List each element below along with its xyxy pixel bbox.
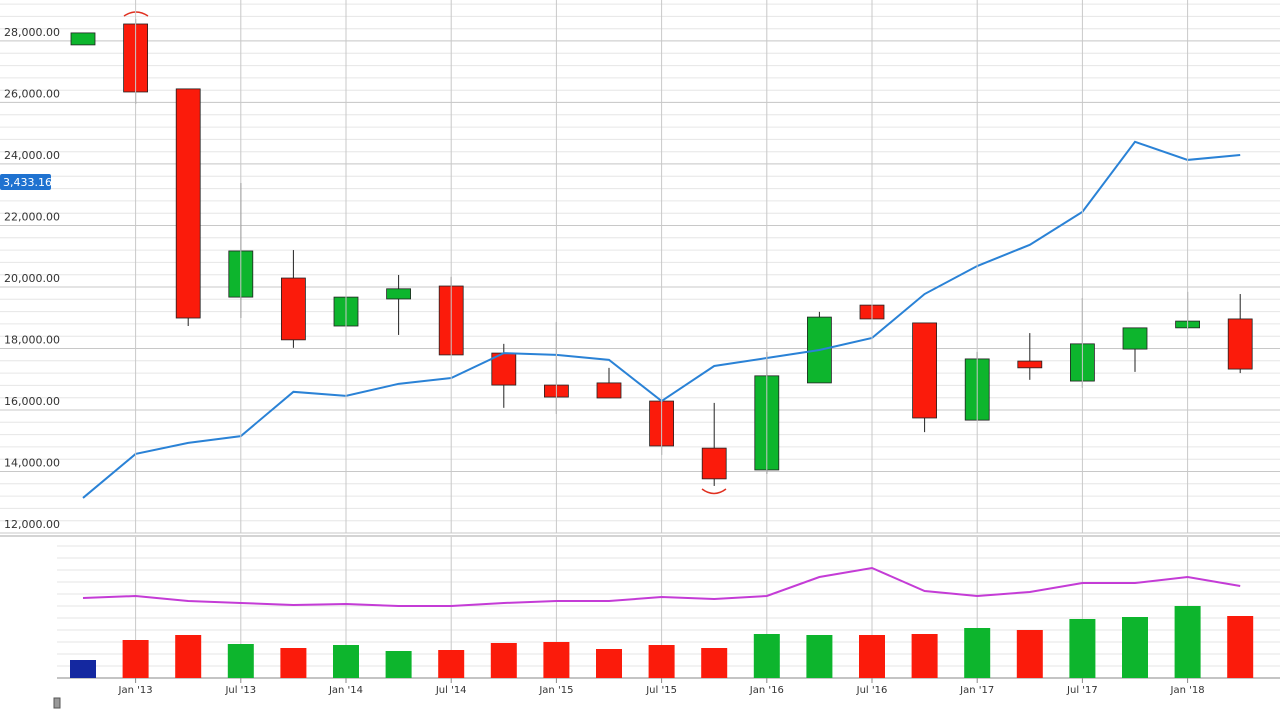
volume-bar: [490, 643, 517, 678]
volume-bar: [806, 635, 833, 678]
volume-bar: [596, 649, 622, 678]
y-tick-label: 26,000.00: [4, 87, 60, 100]
candle-body: [1122, 327, 1148, 350]
volume-bar: [543, 642, 570, 678]
volume-bar: [648, 645, 675, 678]
x-tick-label: Jan '18: [1170, 685, 1205, 696]
volume-bar: [1174, 606, 1201, 678]
x-tick-label: Jul '14: [435, 685, 467, 696]
x-tick-label: Jul '16: [856, 685, 888, 696]
volume-bar: [1227, 616, 1254, 678]
candle-body: [1017, 360, 1043, 369]
candle-body: [701, 447, 727, 480]
y-tick-label: 24,000.00: [4, 149, 60, 162]
y-tick-label: 12,000.00: [4, 518, 60, 531]
x-tick-label: Jul '17: [1066, 685, 1098, 696]
scroll-handle[interactable]: [53, 697, 61, 709]
x-tick-label: Jul '13: [224, 685, 256, 696]
volume-bar: [701, 648, 728, 678]
price-tag-label: 3,433.16: [3, 176, 52, 189]
volume-bar: [911, 634, 938, 678]
x-tick-label: Jan '16: [749, 685, 784, 696]
x-tick-label: Jan '17: [959, 685, 994, 696]
y-tick-label: 22,000.00: [4, 210, 60, 223]
x-tick-label: Jan '15: [538, 685, 573, 696]
y-tick-label: 16,000.00: [4, 395, 60, 408]
low-marker: [701, 488, 727, 495]
y-tick-label: 20,000.00: [4, 272, 60, 285]
volume-bar: [1016, 630, 1043, 678]
x-tick-label: Jul '15: [645, 685, 677, 696]
price-tag: [0, 174, 51, 190]
volume-bar: [70, 660, 96, 678]
volume-bar: [859, 635, 885, 678]
volume-bar: [1069, 619, 1096, 678]
candle-body: [386, 288, 412, 300]
candle-body: [70, 32, 96, 46]
candle-body: [1227, 318, 1253, 370]
volume-bar: [1122, 617, 1148, 678]
volume-bar: [753, 634, 780, 678]
y-tick-label: 14,000.00: [4, 456, 60, 469]
candle-body: [596, 382, 622, 399]
volume-bar: [175, 635, 202, 678]
volume-bar: [964, 628, 991, 678]
volume-bar: [385, 651, 412, 678]
volume-bar: [280, 648, 307, 678]
candle-body: [912, 322, 937, 419]
volume-bar: [333, 645, 359, 678]
y-tick-label: 28,000.00: [4, 26, 60, 39]
x-tick-label: Jan '13: [118, 685, 153, 696]
candle-body: [175, 88, 201, 319]
x-tick-label: Jan '14: [328, 685, 363, 696]
candle-body: [280, 277, 306, 341]
volume-bar: [227, 644, 254, 678]
volume-bar: [122, 640, 149, 678]
volume-bar: [438, 650, 465, 678]
y-tick-label: 18,000.00: [4, 333, 60, 346]
volume-line: [82, 566, 1241, 607]
